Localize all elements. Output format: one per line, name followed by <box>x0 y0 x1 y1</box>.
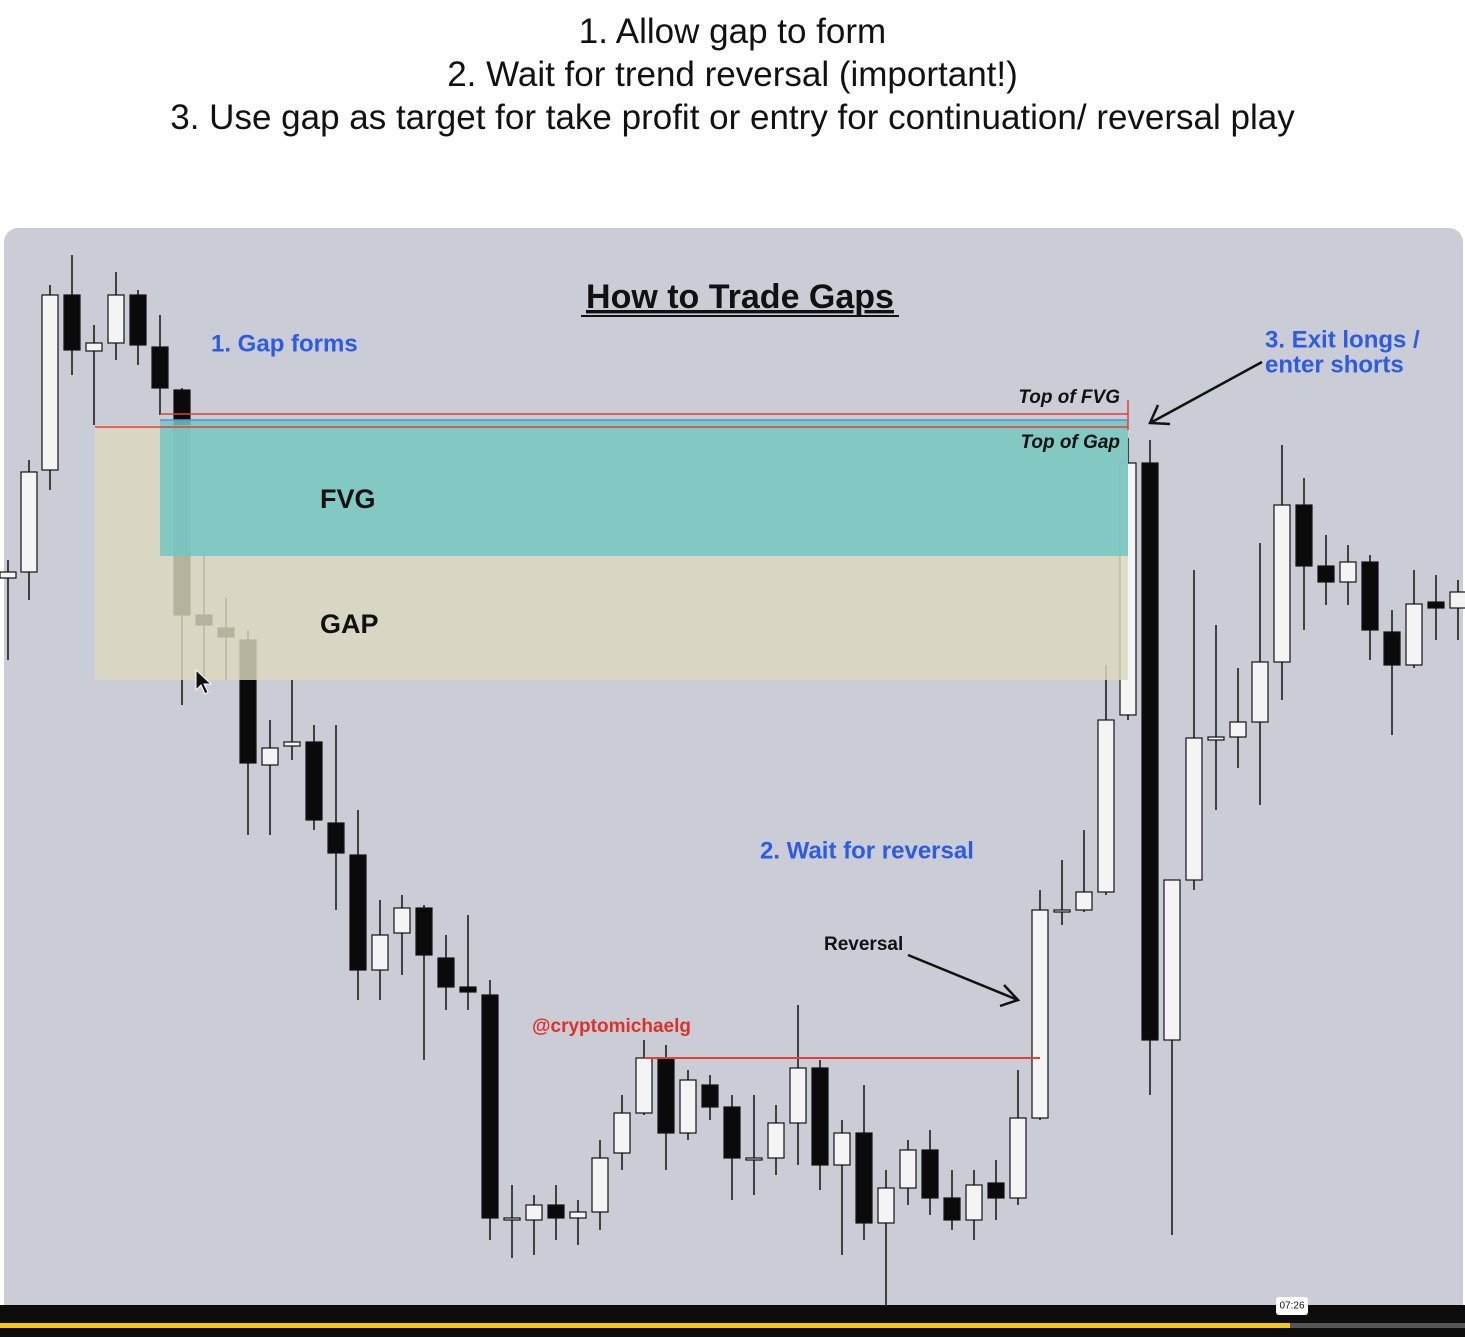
candles <box>0 255 1465 1305</box>
candle-body <box>63 294 81 351</box>
candle-body <box>1427 601 1445 609</box>
cursor <box>195 668 213 695</box>
candle-body <box>1075 891 1093 911</box>
candle-body <box>547 1204 565 1219</box>
candle-body <box>327 822 345 854</box>
candle-body <box>1229 721 1247 738</box>
time-pill <box>1276 1297 1308 1315</box>
candle-body <box>371 934 389 971</box>
candle-body <box>261 747 279 766</box>
candle-body <box>657 1057 675 1134</box>
candle-body <box>481 994 499 1219</box>
candle-body <box>107 294 125 344</box>
candle-body <box>1207 736 1225 741</box>
slide-title: How to Trade Gaps <box>586 278 894 316</box>
candle-body <box>921 1149 939 1199</box>
step-label: 1. Gap forms <box>211 330 358 357</box>
candle-body <box>525 1204 543 1221</box>
candle-body <box>1097 719 1115 893</box>
candle-body <box>833 1132 851 1166</box>
level-label: Top of FVG <box>1018 387 1120 408</box>
instruction-line: 3. Use gap as target for take profit or … <box>170 98 1295 137</box>
candle-body <box>613 1112 631 1154</box>
candle-body <box>679 1079 697 1134</box>
candle-body <box>1185 737 1203 881</box>
step-label: 3. Exit longs / <box>1265 326 1420 353</box>
candle-body <box>503 1217 521 1221</box>
progress-rest <box>1290 1323 1465 1328</box>
candle-body <box>723 1106 741 1159</box>
instruction-line: 2. Wait for trend reversal (important!) <box>447 55 1018 94</box>
candle-body <box>1361 561 1379 631</box>
zone-label: FVG <box>320 484 376 514</box>
fvg-zone <box>160 420 1128 556</box>
candle-body <box>415 907 433 956</box>
candle-body <box>349 854 367 971</box>
candle-body <box>701 1084 719 1108</box>
arrows <box>907 360 1263 1008</box>
candle-body <box>151 346 169 389</box>
candle-body <box>591 1157 609 1213</box>
candle-body <box>41 294 59 471</box>
candle-body <box>1317 565 1335 583</box>
candle-body <box>899 1149 917 1189</box>
candle-body <box>943 1197 961 1221</box>
level-label: Top of Gap <box>1020 432 1120 453</box>
candle-body <box>305 741 323 821</box>
candle-body <box>1405 603 1423 666</box>
candle-body <box>1031 909 1049 1119</box>
candle-body <box>877 1187 895 1224</box>
candle-body <box>1339 561 1357 583</box>
candle-body <box>393 907 411 934</box>
candle-body <box>1163 879 1181 1041</box>
candle-body <box>965 1184 983 1221</box>
reversal-label: Reversal <box>824 934 903 955</box>
instructions: 1. Allow gap to form 2. Wait for trend r… <box>0 10 1465 139</box>
candle-body <box>811 1067 829 1166</box>
candle-body <box>789 1067 807 1124</box>
zone-label: GAP <box>320 609 379 639</box>
candle-body <box>85 342 103 352</box>
candle-body <box>569 1211 587 1219</box>
candle-body <box>1141 462 1159 1041</box>
candle-body <box>855 1132 873 1224</box>
step-label: 2. Wait for reversal <box>760 837 974 864</box>
step-label: enter shorts <box>1265 351 1404 378</box>
candle-body <box>1383 631 1401 666</box>
watermark: @cryptomichaelg <box>532 1016 691 1037</box>
candle-body <box>283 741 301 747</box>
candle-body <box>129 294 147 346</box>
candle-body <box>635 1057 653 1114</box>
candle-body <box>1251 661 1269 723</box>
candle-body <box>745 1157 763 1161</box>
candle-body <box>1053 909 1071 913</box>
candle-body <box>987 1182 1005 1199</box>
candle-body <box>1449 591 1465 609</box>
candle-body <box>20 471 38 573</box>
candle-body <box>459 986 477 993</box>
candle-body <box>437 957 455 988</box>
candle-body <box>767 1122 785 1159</box>
candle-body <box>0 571 17 579</box>
player-bar <box>0 1305 1465 1337</box>
progress <box>0 1323 1290 1328</box>
candle-body <box>1273 504 1291 663</box>
time: 07:26 <box>1279 1301 1304 1312</box>
candle-body <box>1295 504 1313 567</box>
candle-body <box>1009 1117 1027 1199</box>
instruction-line: 1. Allow gap to form <box>578 12 887 51</box>
